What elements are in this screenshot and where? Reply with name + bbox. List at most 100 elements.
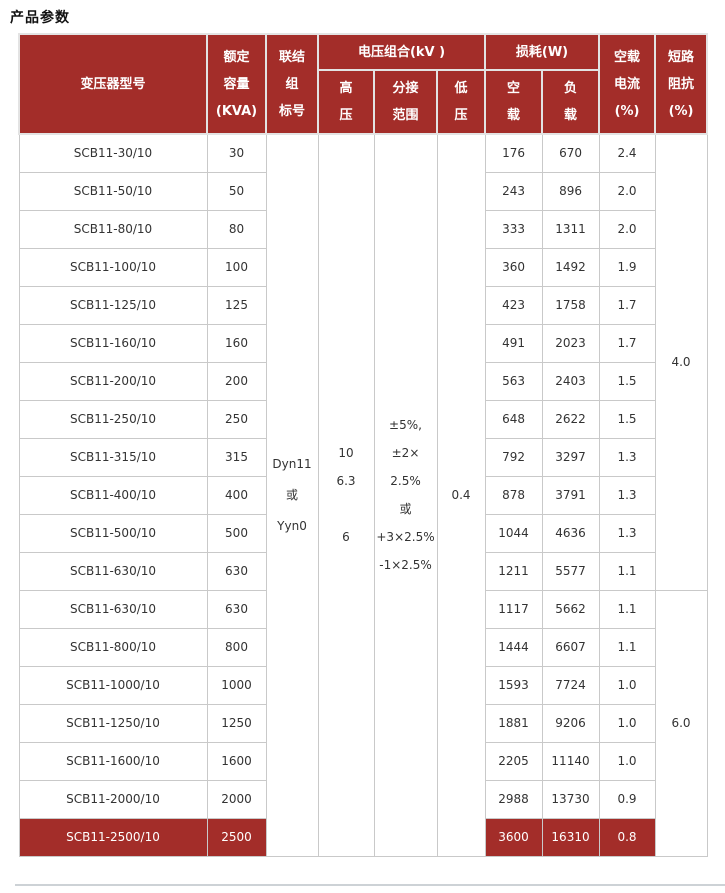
header-no-load-current: 空载 电流 (%) [598, 33, 657, 135]
cell-no-load-loss: 648 [484, 399, 543, 439]
cell-model: SCB11-1000/10 [18, 665, 208, 705]
page-title: 产品参数 [10, 10, 70, 26]
header-lv: 低 压 [435, 69, 487, 135]
cell-load-loss: 1311 [541, 209, 600, 249]
cell-capacity: 50 [206, 171, 267, 211]
table-row: SCB11-500/10 500 1044 4636 1.3 [18, 513, 707, 553]
cell-no-load-current: 1.0 [598, 703, 656, 743]
cell-capacity: 100 [206, 247, 267, 287]
cell-model: SCB11-200/10 [18, 361, 208, 401]
table-row: SCB11-315/10 315 792 3297 1.3 [18, 437, 707, 477]
cell-capacity: 125 [206, 285, 267, 325]
cell-no-load-loss: 563 [484, 361, 543, 401]
header-no-load-loss: 空 载 [484, 69, 544, 135]
header-loss-group: 损耗(W) [484, 33, 601, 71]
cell-model: SCB11-50/10 [18, 171, 208, 211]
cell-no-load-loss: 1593 [484, 665, 543, 705]
cell-capacity: 80 [206, 209, 267, 249]
cell-no-load-current: 0.9 [598, 779, 656, 819]
cell-no-load-current: 1.1 [598, 551, 656, 591]
cell-no-load-current: 2.0 [598, 171, 656, 211]
cell-load-loss: 3297 [541, 437, 600, 477]
header-tap-range: 分接 范围 [373, 69, 438, 135]
cell-model: SCB11-800/10 [18, 627, 208, 667]
cell-load-loss: 896 [541, 171, 600, 211]
cell-load-loss: 1492 [541, 247, 600, 287]
cell-no-load-current: 1.5 [598, 361, 656, 401]
cell-no-load-current: 1.1 [598, 627, 656, 667]
cell-capacity: 2000 [206, 779, 267, 819]
cell-model: SCB11-250/10 [18, 399, 208, 439]
table-row: SCB11-800/10 800 1444 6607 1.1 [18, 627, 707, 667]
table-row: SCB11-1000/10 1000 1593 7724 1.0 [18, 665, 707, 705]
cell-no-load-loss: 1044 [484, 513, 543, 553]
bottom-divider [15, 884, 725, 886]
cell-model: SCB11-500/10 [18, 513, 208, 553]
cell-model: SCB11-2500/10 [18, 817, 208, 857]
cell-load-loss: 5662 [541, 589, 600, 629]
table-body: SCB11-30/10 30 Dyn11 或 Yyn0 10 6.3 6 ±5%, ±2… [18, 133, 708, 857]
cell-impedance: 6.0 [654, 589, 708, 857]
cell-capacity: 2500 [206, 817, 267, 857]
cell-no-load-loss: 423 [484, 285, 543, 325]
cell-impedance: 4.0 [654, 133, 708, 591]
cell-no-load-loss: 491 [484, 323, 543, 363]
cell-no-load-loss: 1211 [484, 551, 543, 591]
cell-capacity: 630 [206, 589, 267, 629]
cell-load-loss: 4636 [541, 513, 600, 553]
cell-model: SCB11-100/10 [18, 247, 208, 287]
table-row: SCB11-30/10 30 Dyn11 或 Yyn0 10 6.3 6 ±5%, ±2… [18, 133, 708, 857]
cell-capacity: 160 [206, 323, 267, 363]
cell-no-load-loss: 878 [484, 475, 543, 515]
cell-no-load-loss: 243 [484, 171, 543, 211]
table-row: SCB11-125/10 125 423 1758 1.7 [18, 285, 707, 325]
cell-no-load-current: 1.9 [598, 247, 656, 287]
cell-tap-range: ±5%, ±2× 2.5% 或 +3×2.5% -1×2.5% [373, 133, 438, 857]
cell-capacity: 1250 [206, 703, 267, 743]
cell-capacity: 315 [206, 437, 267, 477]
header-capacity: 额定 容量 (KVA) [206, 33, 267, 135]
cell-no-load-loss: 2205 [484, 741, 543, 781]
cell-model: SCB11-160/10 [18, 323, 208, 363]
cell-model: SCB11-1250/10 [18, 703, 208, 743]
cell-model: SCB11-30/10 [18, 133, 208, 173]
cell-load-loss: 670 [541, 133, 600, 173]
cell-load-loss: 11140 [541, 741, 600, 781]
cell-capacity: 1000 [206, 665, 267, 705]
cell-vector-group: Dyn11 或 Yyn0 [265, 133, 319, 857]
cell-no-load-loss: 333 [484, 209, 543, 249]
table-row: SCB11-200/10 200 563 2403 1.5 [18, 361, 707, 401]
cell-no-load-loss: 3600 [484, 817, 543, 857]
header-row-2: 高 压 分接 范围 低 压 空 载 负 载 [19, 69, 707, 135]
header-load-loss: 负 载 [541, 69, 601, 135]
cell-no-load-loss: 1881 [484, 703, 543, 743]
header-vector-group: 联结 组 标号 [265, 33, 319, 135]
table-row: SCB11-1600/10 1600 2205 11140 1.0 [18, 741, 707, 781]
cell-no-load-current: 2.4 [598, 133, 656, 173]
product-parameters-table: 变压器型号 额定 容量 (KVA) 联结 组 标号 电压组合(kV ) 损耗(W… [18, 33, 709, 857]
cell-model: SCB11-125/10 [18, 285, 208, 325]
header-hv: 高 压 [317, 69, 375, 135]
cell-hv: 10 6.3 6 [317, 133, 375, 857]
cell-load-loss: 7724 [541, 665, 600, 705]
cell-model: SCB11-80/10 [18, 209, 208, 249]
cell-load-loss: 6607 [541, 627, 600, 667]
cell-capacity: 30 [206, 133, 267, 173]
cell-capacity: 250 [206, 399, 267, 439]
cell-load-loss: 2622 [541, 399, 600, 439]
cell-capacity: 1600 [206, 741, 267, 781]
cell-load-loss: 3791 [541, 475, 600, 515]
cell-model: SCB11-400/10 [18, 475, 208, 515]
cell-no-load-loss: 1117 [484, 589, 543, 629]
cell-model: SCB11-630/10 [18, 589, 208, 629]
table-row: SCB11-630/10 630 1211 5577 1.1 [18, 551, 707, 591]
cell-no-load-current: 2.0 [598, 209, 656, 249]
cell-no-load-current: 1.1 [598, 589, 656, 629]
table-row: SCB11-250/10 250 648 2622 1.5 [18, 399, 707, 439]
table-row: SCB11-100/10 100 360 1492 1.9 [18, 247, 707, 287]
cell-load-loss: 13730 [541, 779, 600, 819]
cell-capacity: 630 [206, 551, 267, 591]
cell-capacity: 200 [206, 361, 267, 401]
table-row: SCB11-630/10 630 1117 5662 1.1 6.0 [18, 589, 708, 857]
cell-no-load-loss: 176 [484, 133, 543, 173]
